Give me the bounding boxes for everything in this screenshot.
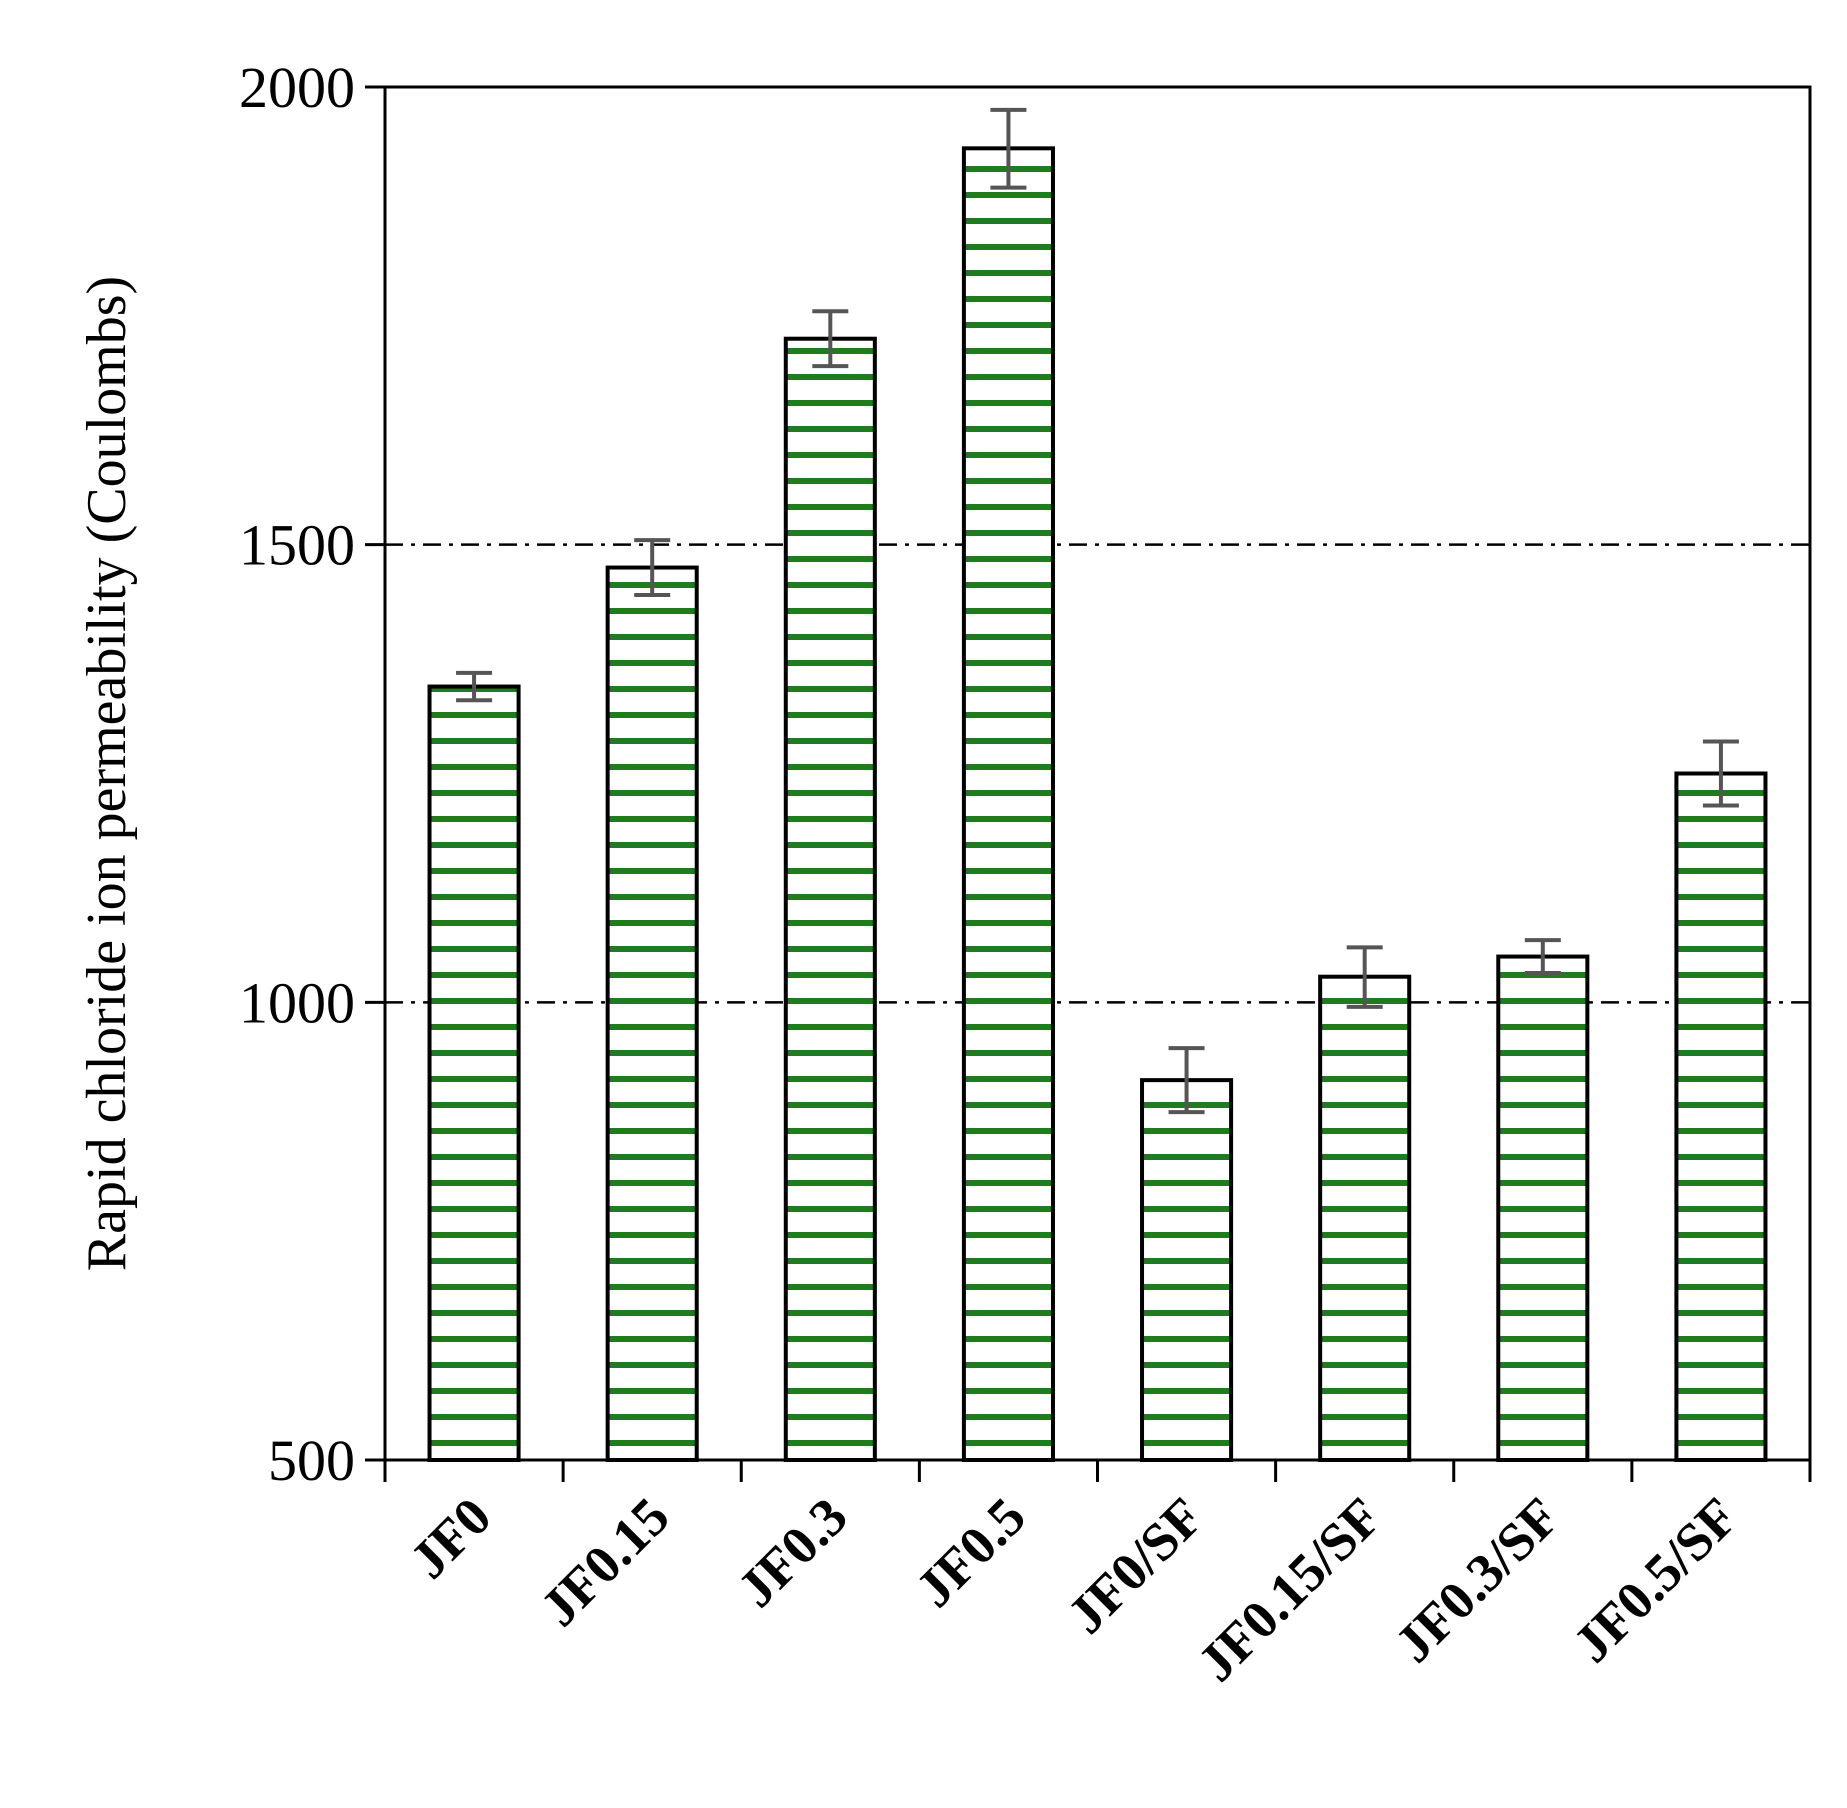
- bar: [1496, 954, 1590, 1462]
- y-axis: 500 1000 1500 2000: [239, 55, 385, 1493]
- y-tick-label: 2000: [239, 55, 355, 120]
- x-axis: JF0 JF0.15 JF0.3 JF0.5 JF0/SFJF0.15/SFJF0.3/…: [383, 1460, 1812, 1693]
- error-bars: [456, 107, 1739, 1115]
- error-bar: [1168, 1046, 1205, 1115]
- x-tick-label: JF0.5: [904, 1486, 1037, 1619]
- y-tick-label: 1500: [239, 513, 355, 578]
- plot-frame: [383, 85, 1812, 1462]
- bar: [427, 684, 521, 1462]
- y-tick-label: 500: [268, 1428, 355, 1493]
- y-tick-label: 1000: [239, 970, 355, 1035]
- x-tick-label: JF0.3: [726, 1486, 859, 1619]
- x-tick-label: JF0.3/SF: [1384, 1486, 1572, 1674]
- reference-lines: [385, 543, 1810, 1004]
- bars: [427, 146, 1768, 1463]
- error-bar: [1702, 739, 1739, 808]
- error-bar: [990, 107, 1027, 190]
- bar: [961, 146, 1055, 1462]
- y-axis-title: Rapid chloride ion permeability (Coulomb…: [76, 276, 138, 1271]
- error-bar: [1524, 938, 1561, 976]
- bar: [783, 336, 877, 1462]
- error-bar: [456, 670, 493, 703]
- bar: [1140, 1078, 1234, 1463]
- x-tick-label: JF0.15/SF: [1186, 1486, 1393, 1693]
- x-tick-label: JF0/SF: [1056, 1486, 1215, 1645]
- error-bar: [634, 538, 671, 598]
- bar: [1318, 974, 1412, 1462]
- x-tick-label: JF0.15: [529, 1486, 681, 1638]
- error-bar: [812, 309, 849, 369]
- x-tick-label: JF0.5/SF: [1562, 1486, 1750, 1674]
- bar: [605, 565, 699, 1462]
- error-bar: [1346, 945, 1383, 1009]
- bar: [1674, 771, 1768, 1462]
- x-tick-label: JF0: [399, 1486, 503, 1590]
